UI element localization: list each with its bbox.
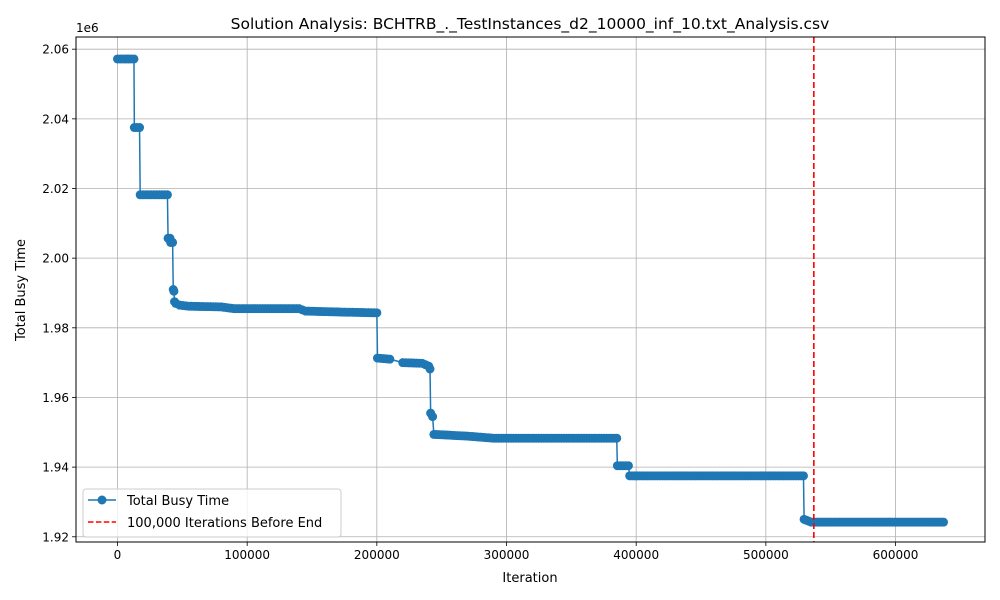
y-tick-label: 1.98 <box>42 321 69 335</box>
data-point <box>612 433 622 443</box>
y-tick-label: 1.96 <box>42 391 69 405</box>
series-markers <box>112 54 949 527</box>
y-tick-label: 2.00 <box>42 252 69 266</box>
legend-series-marker <box>97 495 107 505</box>
x-tick-label: 200000 <box>354 548 400 562</box>
y-tick-label: 2.06 <box>42 43 69 57</box>
data-point <box>798 471 808 481</box>
x-tick-label: 500000 <box>743 548 789 562</box>
x-tick-label: 100000 <box>224 548 270 562</box>
data-point <box>939 517 949 527</box>
data-point <box>385 354 395 364</box>
data-point <box>623 461 633 471</box>
data-point <box>425 364 435 374</box>
y-tick-label: 1.94 <box>42 461 69 475</box>
legend-vline-label: 100,000 Iterations Before End <box>127 516 322 531</box>
data-point <box>169 286 179 296</box>
legend-box <box>82 488 342 538</box>
x-tick-label: 300000 <box>484 548 530 562</box>
chart-title: Solution Analysis: BCHTRB_._TestInstance… <box>231 15 830 34</box>
plot-area-frame <box>75 36 986 543</box>
legend-series-label: Total Busy Time <box>126 494 229 509</box>
data-point <box>428 412 438 422</box>
y-tick-label: 2.04 <box>42 112 69 126</box>
ticks: 0 100000 200000 300000 400000 500000 600000 1.9… <box>42 43 918 562</box>
data-point <box>168 237 178 247</box>
x-tick-label: 600000 <box>873 548 919 562</box>
data-point <box>129 54 139 64</box>
data-point <box>372 308 382 318</box>
y-tick-label: 2.02 <box>42 182 69 196</box>
y-tick-label: 1.92 <box>42 530 69 544</box>
x-tick-label: 0 <box>114 548 122 562</box>
legend: Total Busy Time 100,000 Iterations Befor… <box>82 488 342 538</box>
y-axis-label: Total Busy Time <box>14 239 29 342</box>
x-tick-label: 400000 <box>613 548 659 562</box>
x-axis-label: Iteration <box>502 571 557 586</box>
data-point <box>162 190 172 200</box>
series-layer <box>112 54 949 527</box>
y-offset-label: 1e6 <box>76 21 99 35</box>
data-point <box>135 123 145 133</box>
